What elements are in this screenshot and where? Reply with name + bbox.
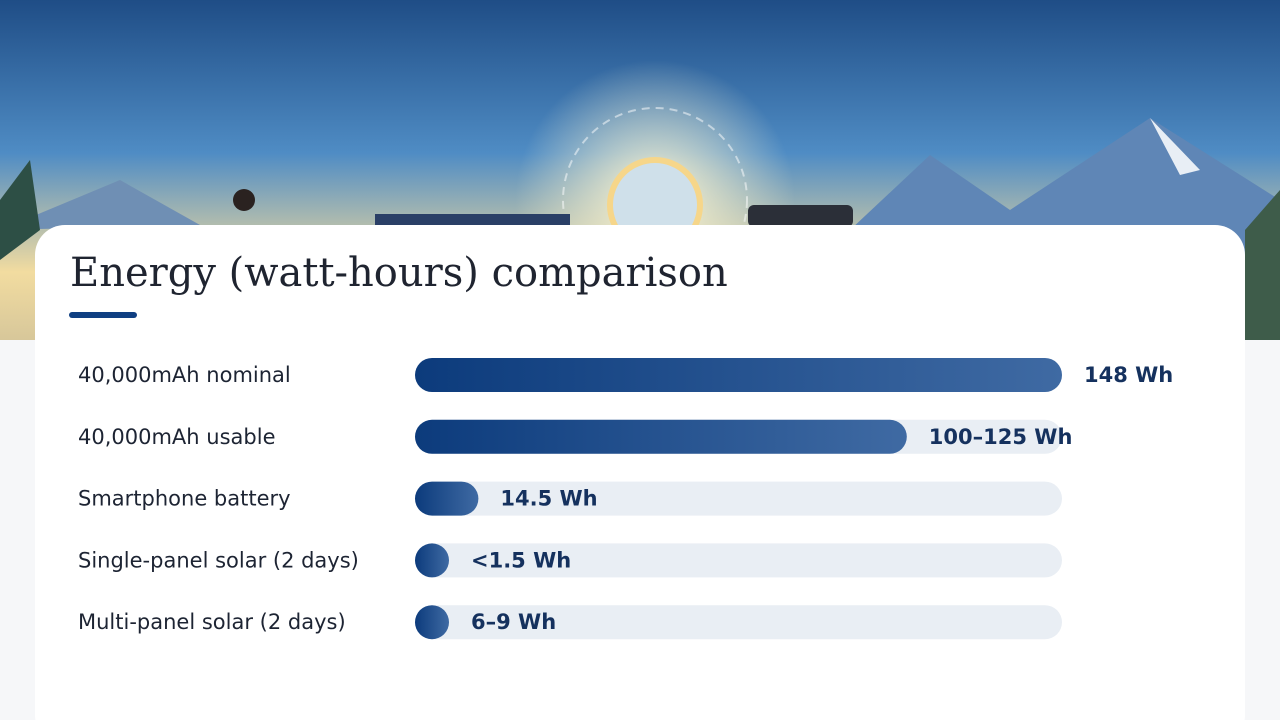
value-label: <1.5 Wh bbox=[471, 548, 571, 572]
category-label: 40,000mAh usable bbox=[78, 425, 276, 449]
bar bbox=[415, 481, 479, 516]
bar bbox=[415, 605, 449, 640]
value-label: 100–125 Wh bbox=[929, 425, 1073, 449]
bar bbox=[415, 543, 449, 578]
bar bbox=[415, 419, 907, 454]
bar-track bbox=[415, 543, 1062, 578]
category-label: Multi-panel solar (2 days) bbox=[78, 610, 346, 634]
bar bbox=[415, 358, 1062, 392]
chart-title: Energy (watt-hours) comparison bbox=[70, 250, 728, 296]
value-label: 6–9 Wh bbox=[471, 610, 556, 634]
category-label: Single-panel solar (2 days) bbox=[78, 548, 359, 572]
value-label: 14.5 Wh bbox=[500, 487, 597, 511]
bar-track bbox=[415, 605, 1062, 640]
card bbox=[35, 225, 1245, 720]
category-label: 40,000mAh nominal bbox=[78, 363, 291, 387]
value-label: 148 Wh bbox=[1084, 363, 1173, 387]
category-label: Smartphone battery bbox=[78, 487, 291, 511]
title-underline bbox=[69, 312, 137, 318]
bar-track bbox=[415, 481, 1062, 516]
